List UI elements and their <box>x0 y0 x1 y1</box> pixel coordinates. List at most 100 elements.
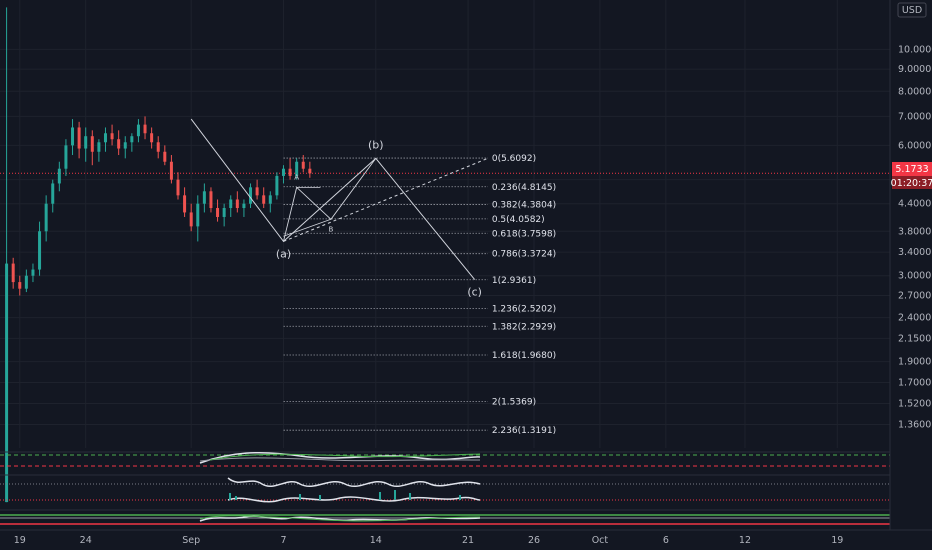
price-tick-label: 3.8000 <box>898 226 931 237</box>
price-tick-label: 1.9000 <box>898 357 931 368</box>
fib-level-label: 0.382(4.3804) <box>492 201 556 211</box>
price-tick-label: 1.7000 <box>898 378 931 389</box>
wave-annotations[interactable]: (a) (b) (c) A B <box>190 118 489 299</box>
indicator-pane-1 <box>0 451 890 467</box>
price-tick-label: 4.4000 <box>898 199 931 210</box>
price-tick-label: 10.0000 <box>898 44 932 55</box>
subwave-path[interactable] <box>283 158 377 242</box>
candle-body[interactable] <box>24 275 28 289</box>
subwave-label[interactable]: A <box>294 173 299 181</box>
fib-level-label: 1.618(1.9680) <box>492 351 556 361</box>
candle-body[interactable] <box>275 175 279 196</box>
time-tick-label: 6 <box>663 535 669 546</box>
candle-body[interactable] <box>97 142 101 152</box>
fib-level-label: 1.236(2.5202) <box>492 304 556 314</box>
price-tick-label: 9.0000 <box>898 64 931 75</box>
candle-body[interactable] <box>31 269 35 276</box>
candle-body[interactable] <box>255 187 259 196</box>
wave-label[interactable]: (a) <box>276 247 291 260</box>
candle-body[interactable] <box>229 199 233 209</box>
candle-body[interactable] <box>44 203 48 232</box>
candle-body[interactable] <box>262 195 266 204</box>
candle-body[interactable] <box>51 183 55 204</box>
fib-level-label: 0.786(3.3724) <box>492 250 556 260</box>
candle-body[interactable] <box>209 191 213 209</box>
candle-body[interactable] <box>103 133 107 143</box>
candle-body[interactable] <box>222 208 226 217</box>
candle-body[interactable] <box>77 127 81 149</box>
candle-body[interactable] <box>242 203 246 209</box>
candle-body[interactable] <box>288 168 292 176</box>
candle-body[interactable] <box>268 195 272 204</box>
time-tick-label: 26 <box>528 535 540 546</box>
candle-body[interactable] <box>202 191 206 204</box>
candle-body[interactable] <box>117 139 121 149</box>
candle-body[interactable] <box>301 161 305 169</box>
price-tick-label: 2.1500 <box>898 333 931 344</box>
time-axis[interactable]: 19 24 Sep 7 14 21 26 Oct 6 12 19 <box>0 529 932 546</box>
candle-body[interactable] <box>249 187 253 204</box>
candle-body[interactable] <box>18 282 22 289</box>
fib-level-label: 0(5.6092) <box>492 154 536 164</box>
candle-body[interactable] <box>123 142 127 149</box>
trend-line[interactable] <box>283 157 489 242</box>
time-tick-label: 12 <box>739 535 751 546</box>
price-tick-label: 8.0000 <box>898 86 931 97</box>
candle-body[interactable] <box>169 161 173 180</box>
price-tick-label: 2.7000 <box>898 291 931 302</box>
candle-body[interactable] <box>5 263 9 503</box>
price-tick-label: 6.0000 <box>898 140 931 151</box>
fib-level-label: 0.5(4.0582) <box>492 215 545 225</box>
countdown-text: 01:20:37 <box>891 178 932 189</box>
candlestick-series[interactable] <box>5 7 312 503</box>
candle-body[interactable] <box>196 203 200 227</box>
candle-body[interactable] <box>189 212 193 227</box>
price-tick-label: 1.3600 <box>898 419 931 430</box>
candle-body[interactable] <box>156 142 160 152</box>
fibonacci-retracement[interactable]: 0(5.6092) 0.236(4.8145) 0.382(4.3804) 0.5(4… <box>283 154 556 436</box>
candle-body[interactable] <box>110 133 114 140</box>
candle-body[interactable] <box>295 161 299 176</box>
candle-body[interactable] <box>308 168 312 174</box>
candle-body[interactable] <box>216 208 220 217</box>
time-tick-label: 19 <box>831 535 843 546</box>
fib-level-label: 0.236(4.8145) <box>492 183 556 193</box>
fib-level-label: 2(1.5369) <box>492 397 536 407</box>
candle-body[interactable] <box>183 195 187 213</box>
candle-body[interactable] <box>130 136 134 143</box>
time-tick-label: Oct <box>592 535 609 546</box>
candle-body[interactable] <box>64 145 68 169</box>
current-price-text: 5.1733 <box>895 164 928 175</box>
candle-body[interactable] <box>11 263 15 283</box>
candle-body[interactable] <box>143 124 147 134</box>
candle-body[interactable] <box>235 199 239 209</box>
candle-body[interactable] <box>90 136 94 152</box>
subwave-label[interactable]: B <box>329 225 334 233</box>
candle-body[interactable] <box>281 168 285 176</box>
price-tick-label: 1.5200 <box>898 399 931 410</box>
price-tick-label: 2.4000 <box>898 313 931 324</box>
current-price-badge: 5.1733 01:20:37 <box>891 162 932 189</box>
wave-path[interactable] <box>190 118 476 280</box>
candle-body[interactable] <box>163 151 167 162</box>
channel-line[interactable] <box>283 218 332 237</box>
candle-body[interactable] <box>38 231 42 270</box>
currency-label[interactable]: USD <box>897 2 927 18</box>
wave-label[interactable]: (c) <box>467 286 482 299</box>
fib-level-label: 0.618(3.7598) <box>492 229 556 239</box>
candle-body[interactable] <box>150 133 154 143</box>
wave-label[interactable]: (b) <box>368 138 384 151</box>
candle-body[interactable] <box>57 168 61 184</box>
fib-level-label: 2.236(1.3191) <box>492 426 556 436</box>
indicator-pane-2 <box>0 474 890 503</box>
candle-body[interactable] <box>136 124 140 137</box>
currency-text: USD <box>902 5 922 16</box>
candle-body[interactable] <box>71 127 75 146</box>
candle-body[interactable] <box>84 136 88 149</box>
candle-body[interactable] <box>176 179 180 196</box>
time-tick-label: 14 <box>370 535 382 546</box>
price-tick-label: 7.0000 <box>898 111 931 122</box>
time-tick-label: 7 <box>280 535 286 546</box>
